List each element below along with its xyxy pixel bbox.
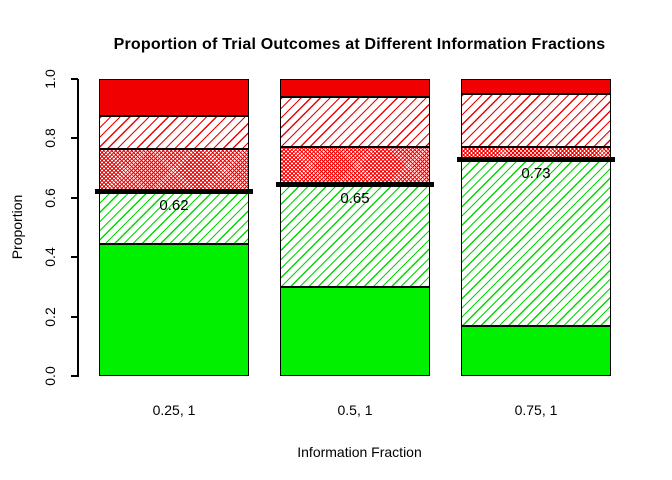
x-tick-label: 0.75, 1 xyxy=(514,402,558,418)
x-tick-label: 0.25, 1 xyxy=(152,402,196,418)
bar-segment-red-solid xyxy=(280,79,430,97)
y-tick-label: 0.0 xyxy=(42,366,58,386)
stacked-bar xyxy=(280,79,430,376)
y-tick-label: 0.8 xyxy=(42,128,58,149)
bar-segment-green-hatch xyxy=(99,191,249,244)
y-tick-mark xyxy=(71,78,78,80)
bar-segment-green-hatch xyxy=(461,159,611,326)
x-axis-title: Information Fraction xyxy=(297,444,422,460)
chart-title: Proportion of Trial Outcomes at Differen… xyxy=(113,36,606,53)
y-tick-label: 0.4 xyxy=(42,247,58,267)
y-tick-label: 0.2 xyxy=(42,306,58,327)
y-axis-title: Proportion xyxy=(9,194,25,260)
bar-segment-red-dense-hatch xyxy=(280,147,430,185)
bar-segment-green-solid xyxy=(461,325,611,376)
y-tick-label: 1.0 xyxy=(42,69,58,89)
bar-segment-red-dense-hatch xyxy=(99,148,249,192)
y-tick-mark xyxy=(71,137,78,140)
y-tick-label: 0.6 xyxy=(42,188,58,208)
threshold-line xyxy=(276,181,434,187)
plot-area: 0.62 0.65 0.73 xyxy=(79,79,640,376)
x-tick-label: 0.5, 1 xyxy=(337,402,373,418)
stacked-bar xyxy=(461,79,611,376)
y-tick-mark xyxy=(71,375,78,377)
bar-segment-red-light-hatch xyxy=(280,96,430,148)
y-tick-mark xyxy=(71,256,78,259)
bar-segment-red-solid xyxy=(461,79,611,94)
stacked-bar xyxy=(99,79,249,376)
bar-segment-red-light-hatch xyxy=(99,116,249,149)
threshold-value-label: 0.62 xyxy=(159,197,189,215)
bar-segment-green-solid xyxy=(280,286,430,376)
threshold-value-label: 0.73 xyxy=(521,164,551,182)
y-tick-mark xyxy=(71,315,78,318)
bar-segment-green-solid xyxy=(99,243,249,376)
bar-segment-red-light-hatch xyxy=(461,93,611,148)
threshold-line xyxy=(95,189,253,195)
bar-segment-red-solid xyxy=(99,79,249,117)
y-axis-line xyxy=(77,79,79,377)
threshold-line xyxy=(457,156,615,162)
y-tick-mark xyxy=(71,196,78,199)
threshold-value-label: 0.65 xyxy=(340,189,370,207)
